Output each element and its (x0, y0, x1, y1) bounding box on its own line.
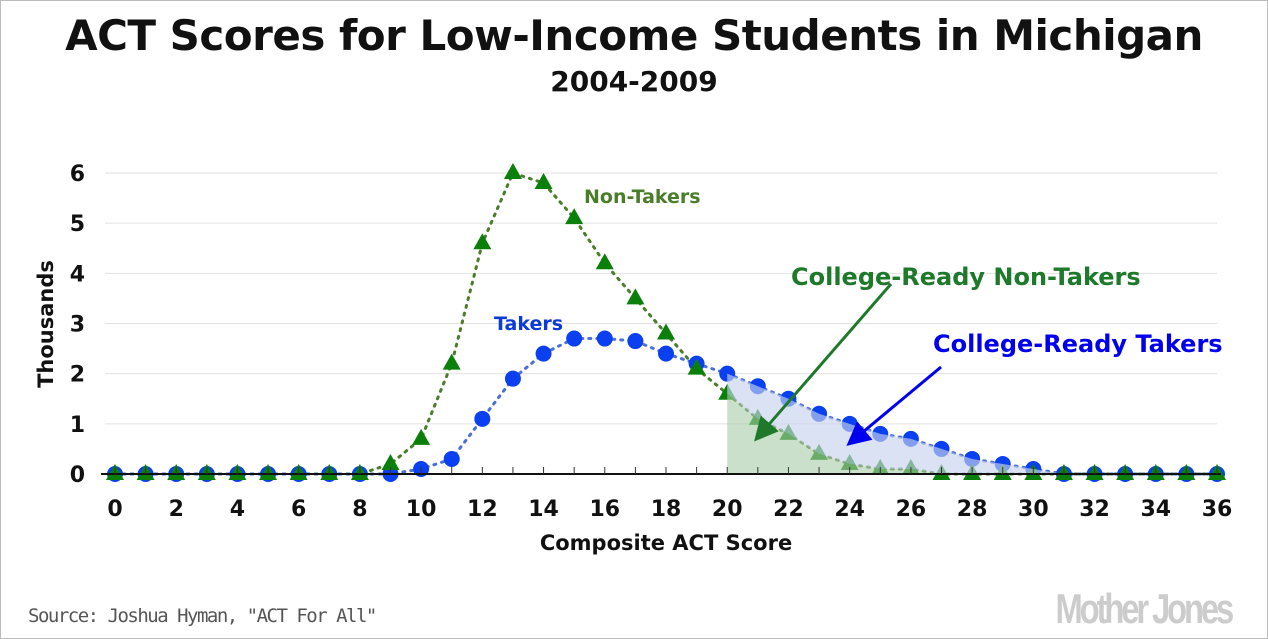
non-takers-point (412, 428, 431, 445)
x-axis-label: Composite ACT Score (540, 531, 792, 555)
takers-point (443, 450, 460, 467)
x-tick-label: 6 (291, 497, 306, 522)
x-tick-label: 8 (352, 497, 367, 522)
college-ready-takers-area (727, 373, 1217, 474)
x-tick-label: 2 (169, 497, 184, 522)
mother-jones-logo: Mother Jones (1055, 585, 1234, 632)
takers-label: Takers (494, 313, 563, 335)
takers-point (474, 410, 491, 427)
x-tick-label: 36 (1202, 497, 1233, 522)
college-ready-takers-label: College-Ready Takers (933, 330, 1223, 358)
non-takers-point (687, 358, 706, 375)
y-tick-label: 0 (70, 463, 85, 488)
y-tick-label: 5 (70, 212, 85, 237)
non-takers-point (503, 163, 522, 179)
y-tick-label: 4 (70, 262, 85, 287)
college-ready-non-takers-area (727, 393, 1217, 474)
x-tick-label: 26 (896, 497, 927, 522)
x-tick-label: 30 (1018, 497, 1049, 522)
takers-point (596, 330, 613, 347)
x-tick-label: 18 (651, 497, 682, 522)
college-ready-non-takers-label: College-Ready Non-Takers (791, 263, 1141, 291)
x-tick-label: 16 (589, 497, 620, 522)
takers-point (627, 333, 644, 350)
x-tick-label: 28 (957, 497, 988, 522)
x-tick-label: 14 (528, 497, 559, 522)
non-takers-point (565, 208, 584, 225)
takers-point (566, 330, 583, 347)
x-tick-label: 32 (1079, 497, 1110, 522)
takers-point (658, 345, 674, 362)
y-tick-label: 3 (70, 313, 85, 338)
takers-point (535, 345, 552, 362)
y-tick-label: 1 (70, 413, 85, 438)
non-takers-point (657, 323, 675, 340)
y-axis-label: Thousands (34, 260, 58, 388)
arrow-college-ready-takers (846, 365, 942, 446)
x-tick-label: 34 (1140, 497, 1171, 522)
x-tick-label: 10 (406, 497, 437, 522)
x-tick-label: 12 (467, 497, 498, 522)
chart-title: ACT Scores for Low-Income Students in Mi… (65, 11, 1203, 60)
y-tick-label: 6 (70, 162, 85, 187)
x-tick-label: 24 (834, 497, 865, 522)
source-note: Source: Joshua Hyman, "ACT For All" (28, 605, 377, 627)
non-takers-point (626, 288, 645, 305)
arrow-college-ready-non-takers (754, 283, 893, 442)
x-tick-label: 4 (230, 497, 245, 522)
non-takers-point (534, 173, 553, 190)
non-takers-point (442, 353, 461, 370)
y-tick-label: 2 (70, 363, 85, 388)
non-takers-point (381, 453, 400, 470)
non-takers-point (473, 233, 492, 250)
x-tick-label: 22 (773, 497, 804, 522)
non-takers-label: Non-Takers (584, 186, 701, 208)
x-tick-label: 0 (107, 497, 122, 522)
chart-subtitle: 2004-2009 (550, 65, 718, 98)
takers-point (504, 370, 521, 387)
non-takers-point (595, 253, 614, 270)
x-tick-label: 20 (712, 497, 743, 522)
